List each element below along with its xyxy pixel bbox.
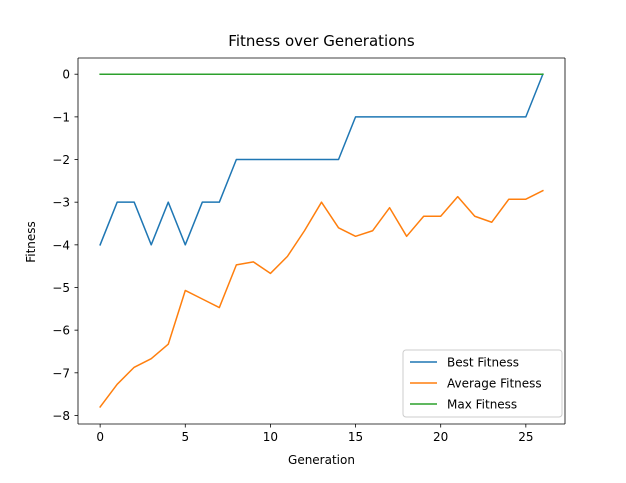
legend-label-average-fitness: Average Fitness xyxy=(447,377,542,391)
x-axis-label: Generation xyxy=(288,453,355,467)
y-tick-label: −2 xyxy=(52,153,70,167)
x-tick-label: 0 xyxy=(96,430,104,444)
y-tick-label: −7 xyxy=(52,366,70,380)
y-tick-label: −8 xyxy=(52,409,70,423)
y-axis-label: Fitness xyxy=(24,221,38,263)
legend-frame xyxy=(402,349,563,418)
x-tick-label: 20 xyxy=(433,430,448,444)
chart-title: Fitness over Generations xyxy=(228,32,415,50)
y-tick-label: −4 xyxy=(52,238,70,252)
series-line-average-fitness xyxy=(99,189,544,408)
y-tick-label: 0 xyxy=(62,68,70,82)
series-line-best-fitness xyxy=(99,73,544,246)
x-tick-label: 10 xyxy=(263,430,278,444)
x-tick-label: 15 xyxy=(348,430,363,444)
legend-label-max-fitness: Max Fitness xyxy=(447,398,517,412)
y-tick-label: −3 xyxy=(52,196,70,210)
x-tick-label: 25 xyxy=(518,430,533,444)
y-tick-label: −5 xyxy=(52,281,70,295)
legend: Best Fitness Average Fitness Max Fitness xyxy=(402,349,563,418)
x-tick-label: 5 xyxy=(181,430,189,444)
axes-layer: 0 5 10 15 20 25 0 −1 −2 −3 −4 −5 −6 −7 −8 xyxy=(52,57,566,444)
series-layer xyxy=(99,73,544,408)
y-tick-label: −6 xyxy=(52,324,70,338)
legend-label-best-fitness: Best Fitness xyxy=(447,356,519,370)
y-tick-label: −1 xyxy=(52,110,70,124)
